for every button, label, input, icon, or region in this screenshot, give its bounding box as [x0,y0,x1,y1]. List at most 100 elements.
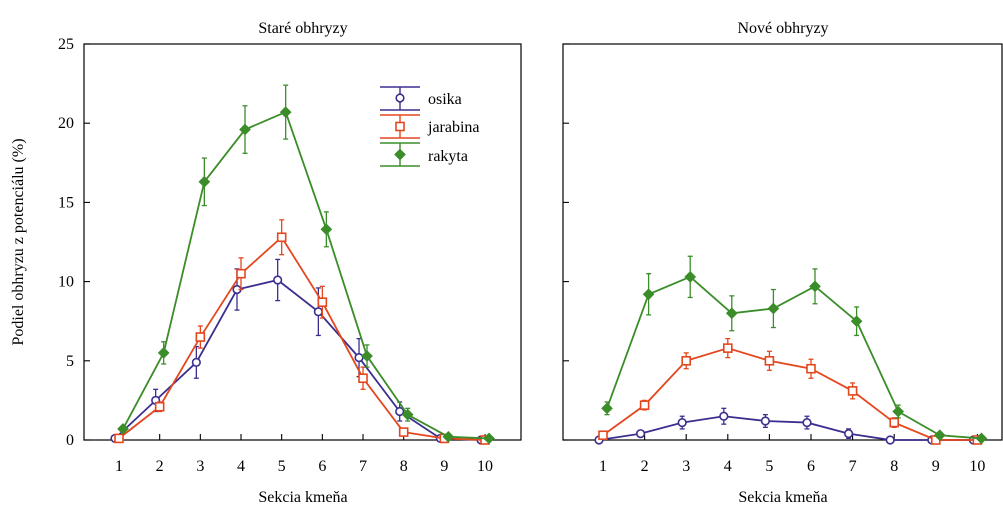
panel-title: Nové obhryzy [737,20,828,37]
x-tick-label: 2 [641,458,649,475]
series-line [602,347,978,441]
data-point [198,175,211,188]
y-tick-label: 25 [58,36,74,53]
data-point [117,423,129,435]
series-rakyta [601,255,988,445]
data-point [154,401,165,412]
x-tick-label: 3 [682,458,690,475]
x-tick-label: 9 [932,458,940,475]
data-point [401,408,414,421]
data-point [764,355,775,366]
legend-item-rakyta: rakyta [380,142,468,167]
data-point [642,288,655,301]
data-point [442,430,455,443]
data-point [279,106,292,118]
data-point [806,363,816,374]
series-line [606,275,982,440]
data-point [354,353,364,363]
data-point [684,270,697,283]
legend-item-osika: osika [380,86,462,111]
series-line [114,279,482,441]
y-axis-title: Podiel obhryzu z potenciálu (%) [10,138,27,345]
data-point [722,343,733,353]
legend: osika jarabina rakyta [380,86,480,167]
y-tick-label: 5 [66,353,74,370]
plot-frame [83,43,522,441]
data-point [639,400,650,410]
series-layer [110,84,495,445]
data-point [760,416,771,426]
data-point [847,386,858,396]
tick-layer: 0 5 10 15 20 25 1 2 3 4 5 6 7 8 9 10 [58,36,493,475]
data-point [195,332,206,342]
legend-label: rakyta [428,148,468,165]
x-tick-label: 4 [724,458,732,475]
x-tick-label: 10 [969,458,985,475]
data-point [398,427,409,437]
legend-marker-diamond [394,148,406,161]
data-point [358,373,368,384]
x-tick-label: 10 [477,458,493,475]
data-point [114,433,124,444]
data-point [395,406,405,417]
data-point [236,268,246,279]
series-jarabina [114,219,490,445]
data-point [677,417,687,428]
data-point [157,347,170,359]
data-point [889,417,900,428]
legend-item-jarabina: jarabina [380,114,480,139]
data-point [361,350,373,362]
x-tick-label: 6 [318,458,326,475]
series-osika [594,407,979,445]
x-tick-label: 9 [440,458,448,475]
data-point [276,232,287,243]
series-jarabina [598,337,983,445]
data-point [635,429,646,439]
data-point [317,297,328,307]
y-tick-label: 10 [58,274,74,291]
x-tick-label: 1 [115,458,123,475]
data-point [239,123,251,136]
data-point [191,357,201,367]
plot-frame [562,43,1003,441]
data-point [483,432,495,445]
y-tick-label: 15 [58,194,74,211]
panel-new-bites: Nové obhryzy 1 2 3 4 5 6 7 8 9 10 Sekcia kmeňa [562,20,1003,506]
data-point [885,435,895,445]
data-point [681,355,692,366]
series-layer [594,255,988,445]
panel-old-bites: Staré obhryzy 0 5 10 15 20 25 1 2 3 4 5 6 7 8 9 10 Sekc… [58,20,522,506]
x-tick-label: 7 [849,458,857,475]
series-line [122,110,490,440]
data-point [843,429,854,439]
x-tick-label: 5 [278,458,286,475]
data-point [850,315,863,328]
x-tick-label: 8 [890,458,898,475]
x-tick-label: 7 [359,458,367,475]
x-tick-label: 6 [807,458,815,475]
data-point [933,429,946,442]
y-tick-label: 0 [66,432,74,449]
series-rakyta [117,84,495,445]
y-tick-label: 20 [58,115,74,132]
legend-marker-circle [395,93,405,103]
data-point [809,280,821,293]
data-point [767,302,780,315]
data-point [313,307,323,317]
series-line [598,415,974,441]
x-tick-label: 2 [156,458,164,475]
x-tick-label: 5 [765,458,773,475]
legend-marker-square [395,121,405,132]
x-axis-title: Sekcia kmeňa [258,489,347,506]
x-tick-label: 3 [196,458,204,475]
data-point [598,430,608,441]
tick-layer: 1 2 3 4 5 6 7 8 9 10 [563,43,985,475]
data-point [320,223,333,236]
x-tick-label: 8 [400,458,408,475]
data-point [273,275,283,285]
x-tick-label: 1 [599,458,607,475]
data-point [719,411,729,421]
data-point [975,432,988,445]
x-axis-title: Sekcia kmeňa [738,489,827,506]
